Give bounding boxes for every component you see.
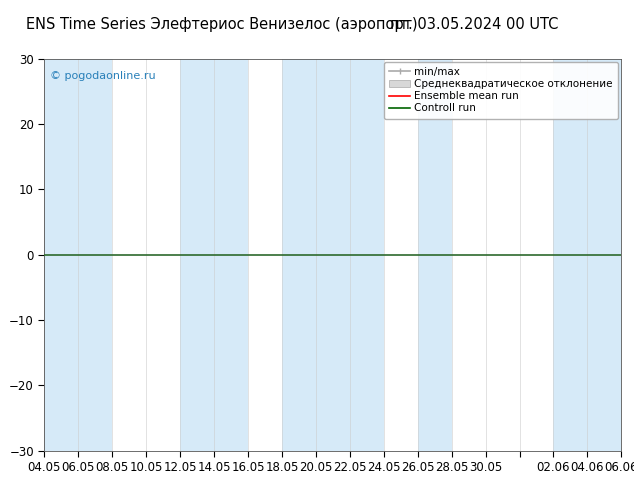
Bar xyxy=(418,59,451,451)
Legend: min/max, Среднеквадратическое отклонение, Ensemble mean run, Controll run: min/max, Среднеквадратическое отклонение… xyxy=(384,62,618,119)
Bar xyxy=(180,59,248,451)
Bar xyxy=(44,59,112,451)
Bar xyxy=(282,59,384,451)
Bar xyxy=(553,59,621,451)
Text: ENS Time Series Элефтериос Венизелос (аэропорт): ENS Time Series Элефтериос Венизелос (аэ… xyxy=(26,17,418,32)
Text: © pogodaonline.ru: © pogodaonline.ru xyxy=(50,71,156,80)
Text: пт. 03.05.2024 00 UTC: пт. 03.05.2024 00 UTC xyxy=(389,17,558,32)
